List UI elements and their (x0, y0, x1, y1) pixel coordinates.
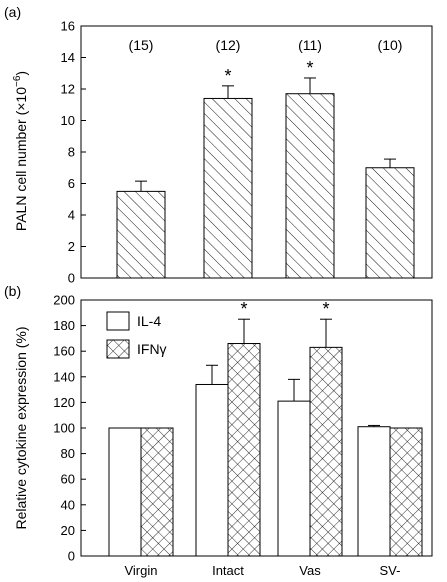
panel-a-significance-star: * (306, 58, 313, 78)
panel-a-y-tick-label: 10 (61, 113, 75, 128)
panel-b-bar-il4 (195, 383, 229, 557)
x-category-label: Virgin (124, 563, 157, 578)
panel-a-bar (203, 97, 253, 279)
panel-b-bar-ifng (140, 427, 174, 557)
panel-a-bar (116, 190, 166, 279)
legend-label: IL-4 (137, 313, 161, 329)
panel-b-y-tick-label: 20 (61, 523, 75, 538)
panel-b: (b) Relative cytokine expression (%) 0 20… (4, 283, 433, 578)
panel-b-bar-ifng (389, 427, 423, 557)
panel-b-y-tick-label: 100 (53, 421, 75, 436)
panel-b-label: (b) (4, 283, 21, 299)
x-category-label: Vas (299, 563, 321, 578)
panel-b-significance-star: * (240, 299, 247, 319)
panel-b-y-axis-label: Relative cytokine expression (%) (13, 326, 29, 529)
panel-a-y-tick-label: 6 (68, 176, 75, 191)
panel-a-significance-star: * (224, 66, 231, 86)
panel-b-bar-il4 (357, 426, 391, 557)
legend-label: IFNγ (137, 341, 167, 357)
panel-b-y-tick-label: 200 (53, 293, 75, 308)
panel-a-y-tick-label: 2 (68, 239, 75, 254)
panel-b-y-tick-label: 120 (53, 395, 75, 410)
panel-b-y-tick-label: 60 (61, 472, 75, 487)
panel-a-y-tick-label: 8 (68, 145, 75, 160)
panel-b-y-tick-label: 80 (61, 446, 75, 461)
panel-b-bar-ifng (227, 343, 261, 557)
panel-a-bar (365, 167, 415, 279)
panel-b-y-tick-label: 180 (53, 318, 75, 333)
panel-a-bar (285, 93, 335, 279)
panel-a-y-axis-label: PALN cell number (×10−6) (12, 71, 29, 231)
panel-b-bar-il4 (277, 400, 311, 557)
panel-a-count-label: (11) (298, 37, 322, 53)
panel-b-y-tick-label: 140 (53, 369, 75, 384)
panel-b-bar-il4 (108, 427, 142, 557)
panel-a: (a) PALN cell number (×10−6) 0 2 4 6 8 10 12 14… (4, 4, 433, 286)
legend-swatch (106, 311, 130, 331)
panel-b-bar-ifng (309, 346, 343, 557)
panel-b-y-tick-label: 40 (61, 497, 75, 512)
panel-a-count-label: (10) (378, 37, 403, 53)
x-category-label: SV- (380, 563, 401, 578)
panel-a-count-label: (15) (129, 37, 154, 53)
panel-b-y-tick-label: 160 (53, 344, 75, 359)
panel-a-y-tick-label: 4 (68, 208, 75, 223)
panel-b-significance-star: * (322, 299, 329, 319)
panel-a-y-tick-label: 16 (61, 19, 75, 34)
panel-b-y-tick-label: 0 (68, 549, 75, 564)
panel-a-y-tick-label: 0 (68, 271, 75, 286)
panel-a-label: (a) (4, 4, 21, 20)
panel-a-y-tick-label: 14 (61, 50, 75, 65)
panel-a-count-label: (12) (216, 37, 241, 53)
x-category-label: Intact (212, 563, 244, 578)
legend-swatch (106, 339, 130, 359)
panel-a-y-tick-label: 12 (61, 82, 75, 97)
